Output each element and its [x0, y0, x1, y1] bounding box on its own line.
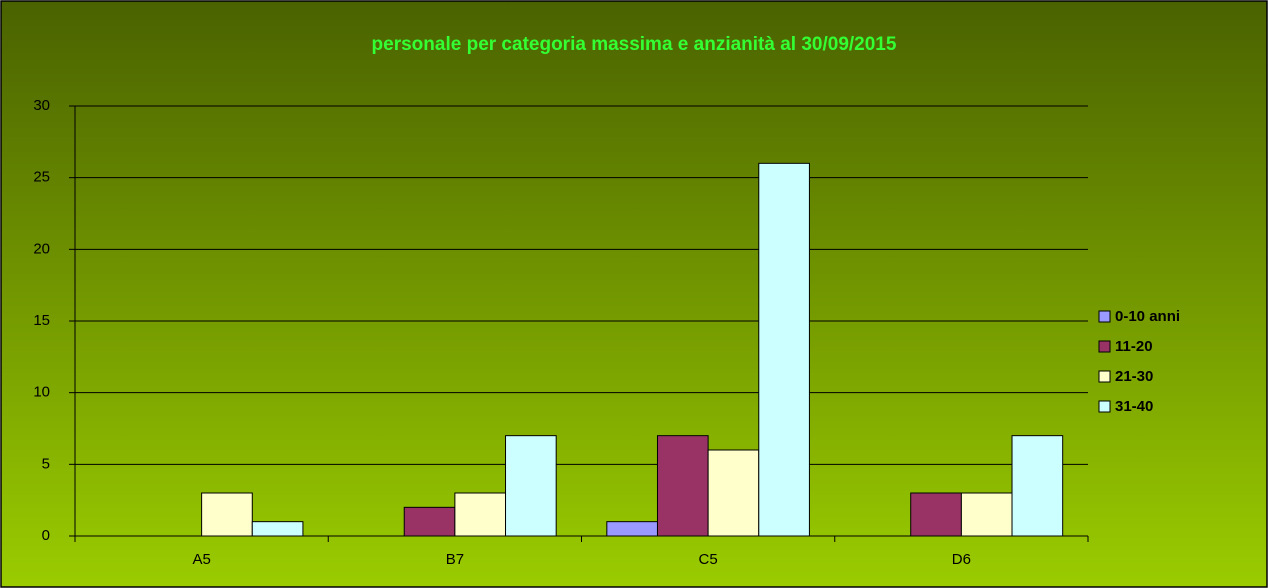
- y-tick-label: 20: [33, 240, 50, 257]
- bar: [656, 435, 709, 537]
- y-tick-label: 30: [33, 97, 50, 114]
- bar: [251, 521, 304, 537]
- chart-title: personale per categoria massima e anzian…: [372, 34, 897, 55]
- legend-swatch: [1098, 400, 1111, 413]
- bar: [606, 521, 658, 537]
- y-tick-label: 0: [42, 527, 50, 544]
- y-tick-label: 5: [42, 455, 50, 472]
- x-tick-label: D6: [952, 551, 971, 568]
- legend-label: 11-20: [1115, 338, 1153, 355]
- legend-swatch: [1098, 370, 1111, 383]
- y-tick-label: 10: [33, 384, 50, 401]
- bar: [1011, 435, 1064, 537]
- x-tick-label: A5: [192, 551, 210, 568]
- legend-label: 31-40: [1115, 398, 1153, 415]
- legend-label: 21-30: [1115, 368, 1153, 385]
- bar: [201, 492, 253, 537]
- legend-swatch: [1098, 340, 1111, 353]
- bar: [910, 492, 962, 537]
- y-tick-label: 25: [33, 169, 50, 186]
- bar: [505, 435, 557, 537]
- bar: [960, 492, 1013, 537]
- y-tick-label: 15: [33, 312, 50, 329]
- bar: [454, 492, 507, 537]
- x-tick-label: C5: [699, 551, 718, 568]
- legend-swatch: [1098, 310, 1111, 323]
- x-tick-label: B7: [446, 551, 464, 568]
- bar: [758, 162, 810, 537]
- bar: [403, 506, 456, 537]
- bar: [707, 449, 760, 537]
- legend-label: 0-10 anni: [1115, 308, 1180, 325]
